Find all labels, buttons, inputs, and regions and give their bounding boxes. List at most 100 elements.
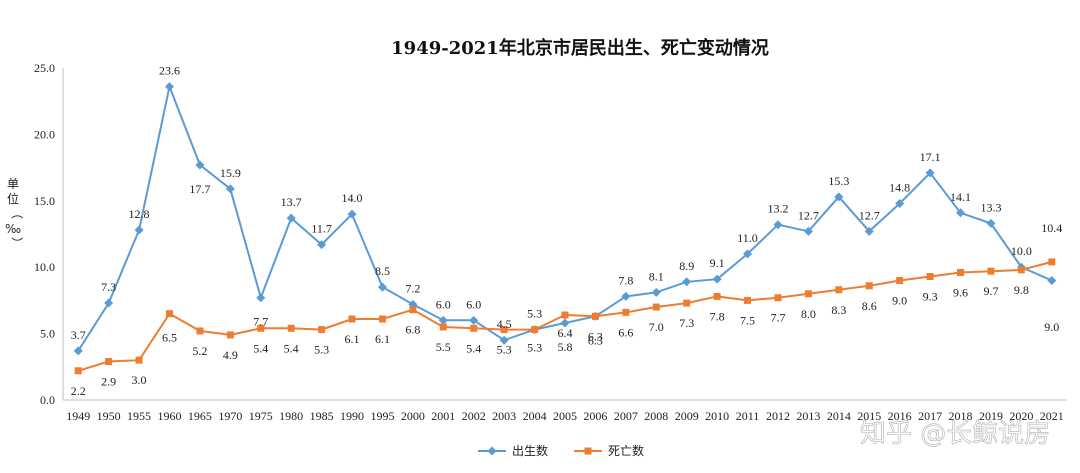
- birth-data-label: 10.0: [1011, 244, 1032, 258]
- birth-point: [377, 282, 387, 292]
- chart-title: 1949-2021年北京市居民出生、死亡变动情况: [391, 37, 769, 59]
- x-ticks: 1949 1950 1955 1960 1965 1970 1975 1980 1985 1990…: [66, 409, 1064, 423]
- legend-births-marker: [487, 446, 497, 456]
- y-tick-label: 5.0: [40, 327, 55, 341]
- birth-data-label: 15.3: [828, 174, 849, 188]
- death-data-label: 10.4: [1041, 221, 1062, 235]
- x-tick-label: 2001: [431, 409, 455, 423]
- death-data-label: 6.4: [558, 326, 573, 340]
- birth-point: [834, 192, 844, 202]
- death-data-label: 9.6: [953, 286, 968, 300]
- death-point: [987, 267, 995, 275]
- death-point: [348, 315, 356, 323]
- death-data-label: 8.6: [862, 299, 877, 313]
- birth-point: [438, 315, 448, 325]
- birth-data-label: 15.9: [220, 166, 241, 180]
- death-point: [74, 367, 82, 375]
- y-axis-label-char: ）: [10, 237, 24, 249]
- birth-point: [712, 274, 722, 284]
- series-layer: [73, 82, 1057, 375]
- birth-point: [925, 168, 935, 178]
- birth-point: [621, 291, 631, 301]
- birth-data-label: 13.7: [281, 195, 302, 209]
- birth-data-label: 9.1: [710, 256, 725, 270]
- x-tick-label: 1965: [188, 409, 212, 423]
- x-tick-label: 1960: [157, 409, 181, 423]
- death-data-label: 5.3: [497, 343, 512, 357]
- birth-point: [803, 226, 813, 236]
- y-axis-label-char: 单: [7, 177, 19, 191]
- x-tick-label: 1949: [66, 409, 90, 423]
- death-data-label: 7.0: [649, 320, 664, 334]
- birth-point: [134, 225, 144, 235]
- death-point: [957, 269, 965, 277]
- birth-point: [651, 287, 661, 297]
- x-tick-label: 2018: [949, 409, 973, 423]
- legend-births-label: 出生数: [512, 443, 548, 458]
- death-point: [591, 312, 599, 320]
- death-point: [622, 308, 630, 316]
- legend: 出生数 死亡数: [478, 443, 644, 458]
- birth-data-label: 8.5: [375, 264, 390, 278]
- watermark: 知乎 @长鲸说房: [860, 419, 1050, 449]
- death-data-label: 2.9: [101, 374, 116, 388]
- birth-data-label: 7.7: [253, 315, 268, 329]
- y-tick-label: 0.0: [40, 393, 55, 407]
- death-data-label: 3.0: [132, 373, 147, 387]
- birth-point: [347, 209, 357, 219]
- x-tick-label: 1985: [310, 409, 334, 423]
- death-data-label: 6.1: [345, 332, 360, 346]
- x-tick-label: 1975: [249, 409, 273, 423]
- birth-data-label: 6.0: [466, 297, 481, 311]
- birth-data-label: 13.3: [980, 200, 1001, 214]
- death-data-label: 7.5: [740, 313, 755, 327]
- birth-data-label: 3.7: [71, 328, 86, 342]
- death-point: [531, 326, 539, 334]
- y-tick-label: 25.0: [34, 61, 55, 75]
- birth-point: [895, 198, 905, 208]
- death-point: [774, 294, 782, 302]
- x-tick-label: 1970: [218, 409, 242, 423]
- x-tick-label: 2002: [462, 409, 486, 423]
- x-tick-label: 1950: [97, 409, 121, 423]
- death-point: [561, 311, 569, 319]
- death-point: [226, 331, 234, 339]
- x-tick-label: 2013: [796, 409, 820, 423]
- x-tick-label: 2003: [492, 409, 516, 423]
- legend-deaths-label: 死亡数: [608, 443, 644, 458]
- birth-point: [104, 298, 114, 308]
- x-tick-label: 2005: [553, 409, 577, 423]
- death-point: [652, 303, 660, 311]
- x-tick-label: 1990: [340, 409, 364, 423]
- x-tick-label: 2015: [857, 409, 881, 423]
- birth-data-label: 17.7: [189, 182, 210, 196]
- birth-data-label: 9.0: [1044, 320, 1059, 334]
- birth-data-label: 14.1: [950, 190, 971, 204]
- y-tick-label: 20.0: [34, 127, 55, 141]
- birth-point: [286, 213, 296, 223]
- death-point: [165, 310, 173, 318]
- birth-point: [1047, 275, 1057, 285]
- death-point: [1048, 258, 1056, 266]
- y-ticks: 0.0 5.0 10.0 15.0 20.0 25.0: [34, 61, 55, 407]
- death-data-label: 7.7: [770, 311, 785, 325]
- birth-data-label: 14.0: [342, 191, 363, 205]
- x-tick-label: 2020: [1009, 409, 1033, 423]
- death-data-label: 2.2: [71, 384, 86, 398]
- birth-point: [743, 249, 753, 259]
- y-axis-label-char: 位: [7, 191, 19, 206]
- death-data-label: 7.3: [679, 316, 694, 330]
- birth-point: [773, 220, 783, 230]
- y-axis-label: 单位（ ‰）: [5, 177, 24, 249]
- birth-point: [469, 315, 479, 325]
- death-data-label: 5.3: [527, 341, 542, 355]
- x-tick-label: 2000: [401, 409, 425, 423]
- death-data-label: 4.9: [223, 348, 238, 362]
- death-data-label: 5.4: [466, 341, 481, 355]
- birth-data-label: 4.5: [497, 317, 512, 331]
- death-data-label: 9.7: [983, 284, 998, 298]
- death-data-label: 5.2: [192, 344, 207, 358]
- birth-data-label: 11.0: [737, 231, 758, 245]
- death-data-label: 9.0: [892, 293, 907, 307]
